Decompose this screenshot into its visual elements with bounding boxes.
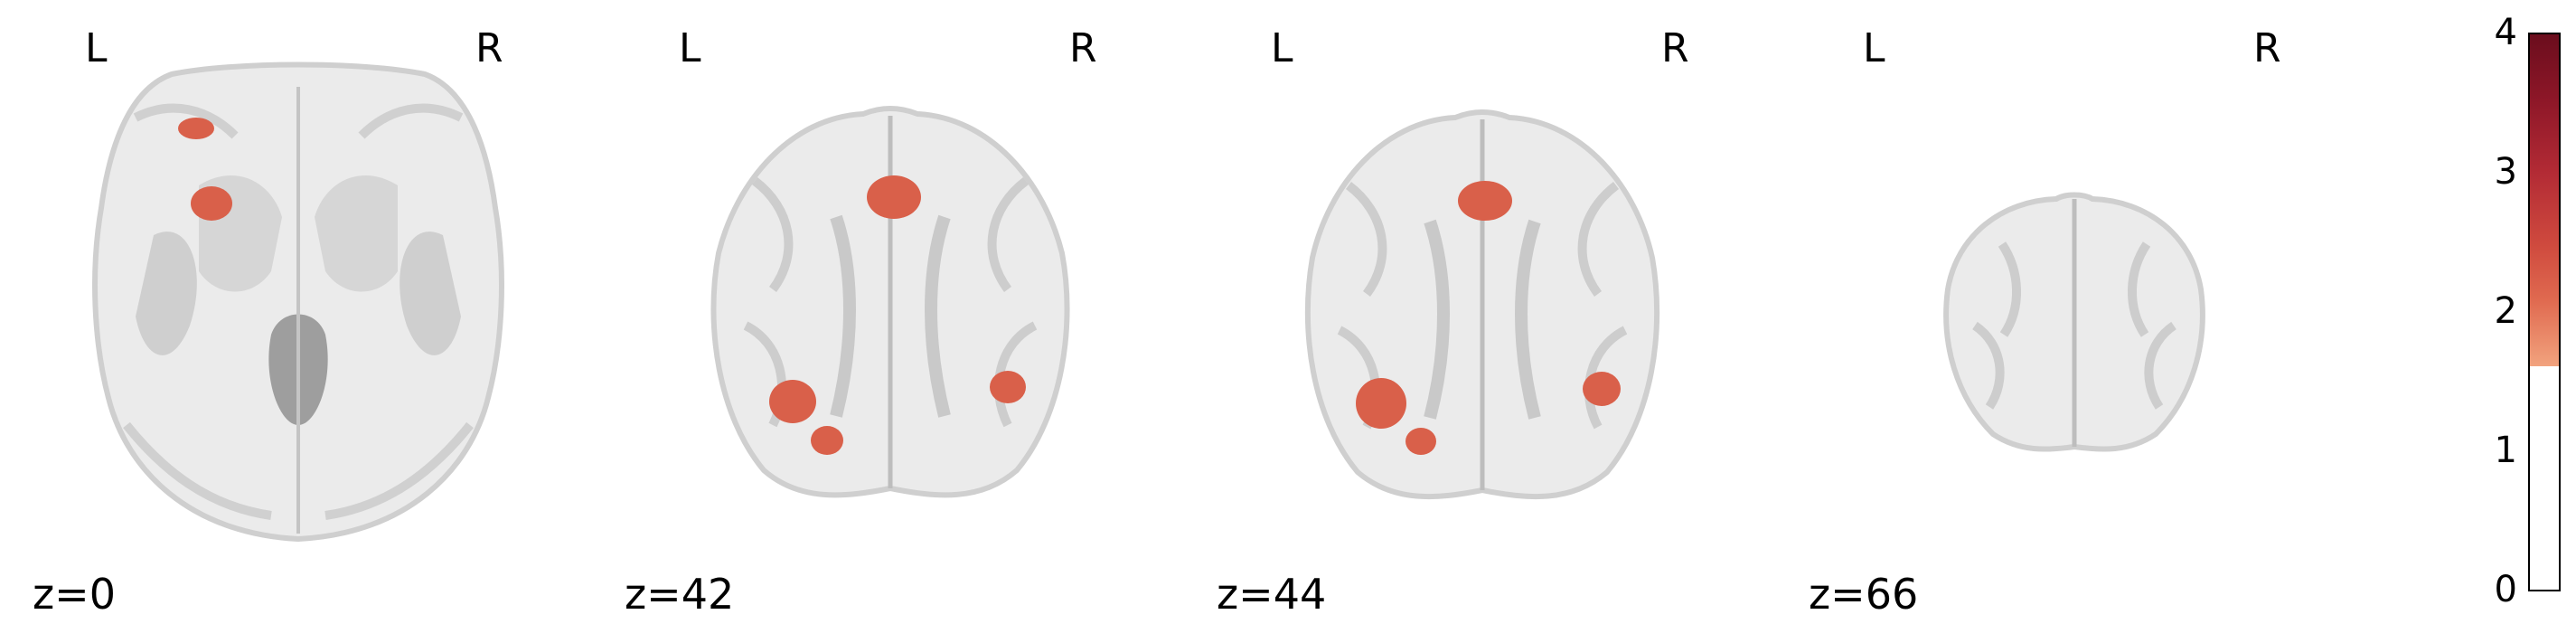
right-orientation-label: R: [2253, 25, 2281, 71]
activation-blob: [1583, 372, 1621, 406]
brain-slice-image: [710, 106, 1070, 498]
left-orientation-label: L: [85, 25, 108, 71]
brain-slice-image: [92, 61, 504, 543]
left-orientation-label: L: [1271, 25, 1293, 71]
colorbar-tick-label: 3: [2494, 151, 2517, 193]
activation-blob: [867, 175, 921, 219]
activation-blob: [990, 371, 1026, 403]
slice-panel-z44: L R z=44: [1184, 0, 1776, 624]
colorbar: [2528, 33, 2561, 591]
slice-coordinate-label: z=42: [625, 570, 735, 619]
activation-blob: [769, 380, 816, 423]
activation-blob: [178, 118, 214, 139]
activation-blob: [1406, 428, 1436, 455]
slice-panel-z0: L R z=0: [0, 0, 592, 624]
left-orientation-label: L: [679, 25, 701, 71]
colorbar-tick-label: 0: [2494, 569, 2517, 610]
slice-coordinate-label: z=66: [1809, 570, 1919, 619]
activation-blob: [191, 186, 232, 221]
colorbar-tick-label: 1: [2494, 430, 2517, 471]
brain-slice-image: [1943, 192, 2205, 452]
colorbar-tick-label: 2: [2494, 290, 2517, 332]
right-orientation-label: R: [1069, 25, 1097, 71]
right-orientation-label: R: [475, 25, 503, 71]
activation-blob: [811, 426, 843, 455]
activation-blob: [1458, 181, 1512, 221]
slice-panel-z42: L R z=42: [592, 0, 1184, 624]
brain-slice-image: [1304, 109, 1660, 500]
right-orientation-label: R: [1661, 25, 1689, 71]
activation-blob: [1356, 378, 1406, 429]
left-orientation-label: L: [1863, 25, 1885, 71]
slice-coordinate-label: z=0: [33, 570, 116, 619]
slice-coordinate-label: z=44: [1217, 570, 1327, 619]
colorbar-tick-label: 4: [2494, 12, 2517, 53]
slice-panel-z66: L R z=66: [1776, 0, 2368, 624]
